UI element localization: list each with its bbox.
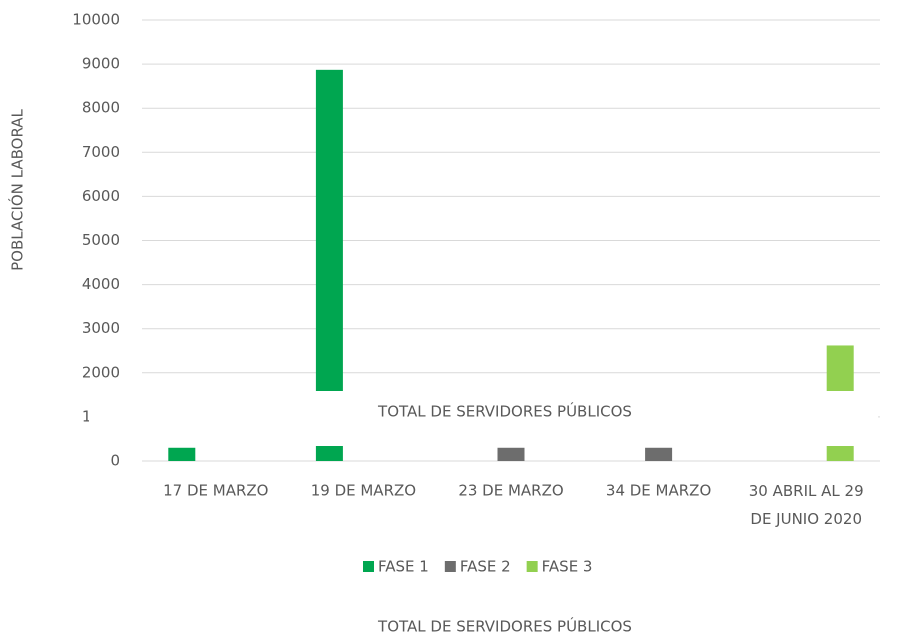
y-tick-label: 7000 [82, 143, 120, 161]
legend-label: FASE 3 [542, 558, 593, 576]
y-tick-label: 2000 [82, 363, 120, 381]
x-tick-label: 34 DE MARZO [606, 482, 711, 500]
y-tick-label: 3000 [82, 319, 120, 337]
legend-swatch [363, 561, 374, 572]
legend-label: FASE 1 [378, 558, 429, 576]
y-tick-label: 10000 [72, 11, 120, 29]
overlay-box [89, 391, 878, 446]
bar [497, 447, 525, 461]
legend-swatch [444, 561, 456, 572]
legend-swatch [526, 561, 538, 572]
y-tick-label: 0 [110, 452, 120, 470]
y-axis-title: POBLACIÓN LABORAL [8, 108, 27, 270]
x-axis-title: TOTAL DE SERVIDORES PÚBLICOS [377, 617, 632, 636]
legend-label: FASE 2 [460, 558, 511, 576]
x-tick-label: 19 DE MARZO [311, 482, 416, 500]
y-tick-label: 9000 [82, 55, 120, 73]
x-tick-label: 17 DE MARZO [163, 482, 268, 500]
y-tick-label: 5000 [82, 231, 120, 249]
x-tick-label: 23 DE MARZO [458, 482, 563, 500]
annotation: TOTAL DE SERVIDORES PÚBLICOS [377, 402, 632, 421]
y-tick-label: 6000 [82, 187, 120, 205]
y-tick-label: 8000 [82, 99, 120, 117]
y-tick-label: 4000 [82, 275, 120, 293]
x-tick-label: 30 ABRIL AL 29 DE JUNIO 2020 [749, 482, 864, 528]
bar [645, 447, 673, 461]
bar [168, 447, 196, 461]
